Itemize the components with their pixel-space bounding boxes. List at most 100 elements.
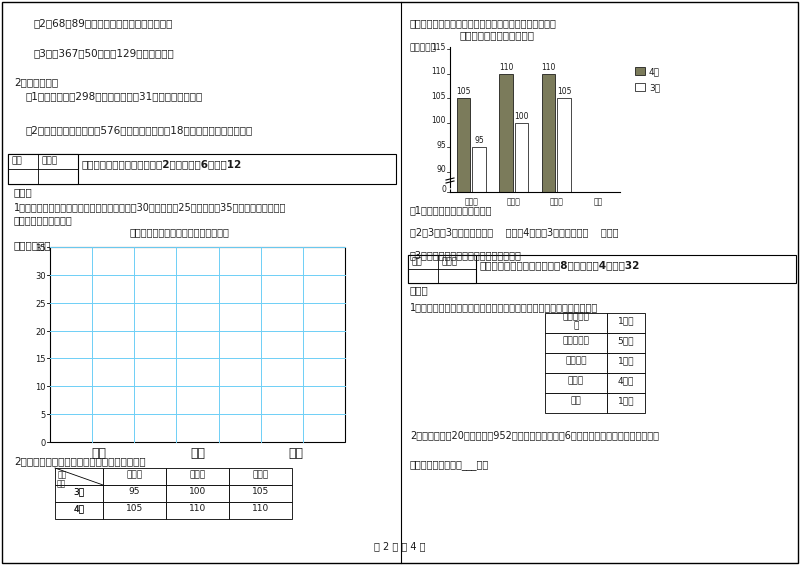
Bar [229, 485, 292, 502]
Text: 105: 105 [252, 487, 269, 496]
Text: 2．列式计算。: 2．列式计算。 [14, 77, 58, 87]
Bar [542, 73, 555, 192]
Bar [558, 98, 571, 192]
Bar [457, 98, 470, 192]
Text: 水: 水 [574, 321, 578, 331]
Text: 评卷人: 评卷人 [42, 156, 58, 165]
Text: 童装: 童装 [190, 447, 205, 460]
Text: 第 2 页 共 4 页: 第 2 页 共 4 页 [374, 541, 426, 551]
Text: 2．修路队计划20天修一条长952米的公路，实际提前6天完工，实际平均每天修多少米？: 2．修路队计划20天修一条长952米的公路，实际提前6天完工，实际平均每天修多少… [410, 430, 659, 440]
Text: 面的统计图补充完整。: 面的统计图补充完整。 [14, 215, 73, 225]
Text: （1）哪个年级春季植树最多？: （1）哪个年级春季植树最多？ [410, 205, 493, 215]
Text: 某小学春季植树情况统计图: 某小学春季植树情况统计图 [460, 30, 535, 40]
Text: 女装: 女装 [288, 447, 303, 460]
Bar [545, 333, 607, 353]
Text: 105: 105 [557, 87, 571, 96]
Text: 15: 15 [35, 355, 46, 364]
Text: 0: 0 [41, 439, 46, 448]
Text: 量体温: 量体温 [568, 376, 584, 385]
Bar [607, 333, 645, 353]
Bar [103, 485, 166, 502]
Text: 100: 100 [514, 112, 529, 121]
Text: 4分钟: 4分钟 [618, 376, 634, 385]
Bar [229, 468, 292, 485]
Bar [607, 393, 645, 413]
Text: 35: 35 [35, 244, 46, 253]
Text: 找感冒药: 找感冒药 [566, 357, 586, 366]
Text: 100: 100 [431, 116, 446, 125]
Text: 数量（万套）: 数量（万套） [14, 240, 51, 250]
Bar [514, 123, 528, 192]
Bar [545, 353, 607, 373]
Text: 找杯子倒开: 找杯子倒开 [562, 312, 590, 321]
Text: （2）已知两个因数的积是576，其中一个因数是18，求另一个因数是多少？: （2）已知两个因数的积是576，其中一个因数是18，求另一个因数是多少？ [26, 125, 254, 135]
Text: 90: 90 [436, 166, 446, 175]
Text: 0: 0 [441, 185, 446, 194]
Bar [8, 154, 396, 184]
Text: 4月: 4月 [74, 504, 85, 513]
Bar [229, 502, 292, 519]
Text: 5: 5 [41, 411, 46, 420]
Text: 年级: 年级 [58, 470, 67, 479]
Text: 分）。: 分）。 [410, 285, 429, 295]
Text: 五、认真思考，综合能力（共2小题，每题6分，共12: 五、认真思考，综合能力（共2小题，每题6分，共12 [82, 159, 242, 169]
Bar [545, 393, 607, 413]
Text: 95: 95 [436, 141, 446, 150]
Text: （1）一个因数是298，另一个因数是31，积大约是多少？: （1）一个因数是298，另一个因数是31，积大约是多少？ [26, 91, 203, 101]
Bar [55, 485, 103, 502]
Bar [166, 468, 229, 485]
Bar [55, 502, 103, 519]
Text: 2．下面是某小学三个年级植树情况的统计表。: 2．下面是某小学三个年级植树情况的统计表。 [14, 456, 146, 466]
Text: 四年级: 四年级 [126, 470, 142, 479]
Text: （3）比367的50倍，多129的数是多少？: （3）比367的50倍，多129的数是多少？ [34, 48, 174, 58]
Text: 110: 110 [498, 63, 513, 72]
Text: 110: 110 [252, 504, 269, 513]
Text: 答：实际平均每天修___米。: 答：实际平均每天修___米。 [410, 460, 490, 470]
Text: 根据统计表信息完成下面的统计图，并回答下面的问题。: 根据统计表信息完成下面的统计图，并回答下面的问题。 [410, 18, 557, 28]
Text: 5分钟: 5分钟 [618, 337, 634, 346]
Text: 得分: 得分 [12, 156, 22, 165]
Text: 1．小明发烧了，要赶快吃药休息。最少需要多长时间才能吃完药休息？: 1．小明发烧了，要赶快吃药休息。最少需要多长时间才能吃完药休息？ [410, 302, 598, 312]
Text: 3月: 3月 [74, 487, 85, 496]
Bar [607, 353, 645, 373]
Text: （3）还能提出哪些问题？试着解决一下。: （3）还能提出哪些问题？试着解决一下。 [410, 250, 522, 260]
Bar [635, 67, 645, 75]
Bar [545, 313, 607, 333]
Bar [607, 313, 645, 333]
Text: 六、应用知识，解决问题（共8小题，每题4分，共32: 六、应用知识，解决问题（共8小题，每题4分，共32 [480, 260, 640, 270]
Text: 某服装厂第一季度生产服装情况统计图: 某服装厂第一季度生产服装情况统计图 [130, 227, 230, 237]
Bar [499, 73, 513, 192]
Text: 五年级: 五年级 [507, 197, 521, 206]
Text: 95: 95 [129, 487, 140, 496]
Text: 105: 105 [456, 87, 470, 96]
Text: 月份: 月份 [57, 479, 66, 488]
Bar [408, 255, 476, 283]
Text: 六年级: 六年级 [253, 470, 269, 479]
Bar [103, 502, 166, 519]
Bar [166, 485, 229, 502]
Text: （2）3月份3个年级共植树（    ）棵，4月份比3月份多植树（    ）棵。: （2）3月份3个年级共植树（ ）棵，4月份比3月份多植树（ ）棵。 [410, 227, 618, 237]
Bar [50, 247, 345, 442]
Text: 得分: 得分 [412, 257, 422, 266]
Text: 4月: 4月 [649, 67, 660, 76]
Text: 四年级: 四年级 [464, 197, 478, 206]
Text: 吃药: 吃药 [570, 397, 582, 406]
Text: 25: 25 [35, 299, 46, 308]
Text: （2）68与89的和乘以他们的差，积是多少？: （2）68与89的和乘以他们的差，积是多少？ [34, 18, 174, 28]
Text: 100: 100 [189, 487, 206, 496]
Text: 1分钟: 1分钟 [618, 316, 634, 325]
Text: 3月: 3月 [649, 83, 660, 92]
Text: 六年级: 六年级 [550, 197, 563, 206]
Text: 1分钟: 1分钟 [618, 357, 634, 366]
Text: 1分钟: 1分钟 [618, 397, 634, 406]
Text: 30: 30 [35, 272, 46, 281]
Bar [55, 468, 103, 485]
Text: 105: 105 [126, 504, 143, 513]
Text: 分）。: 分）。 [14, 187, 33, 197]
Bar [8, 154, 78, 184]
Text: 班级: 班级 [594, 197, 603, 206]
Text: 20: 20 [35, 328, 46, 337]
Bar [103, 468, 166, 485]
Text: 数量（棵）: 数量（棵） [410, 43, 437, 52]
Bar [607, 373, 645, 393]
